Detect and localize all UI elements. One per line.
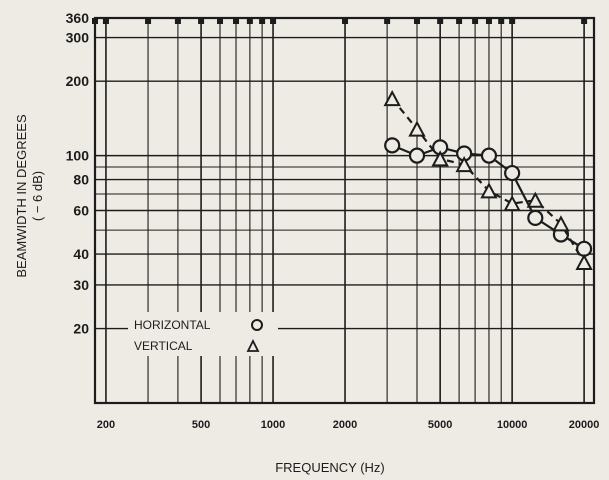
x-tick-label: 200 (97, 419, 115, 431)
x-tick-labels: 200 500 1000 2000 5000 10000 20000 (97, 419, 600, 431)
top-tick-mark (485, 18, 492, 24)
x-axis-title: FREQUENCY (Hz) (275, 460, 385, 475)
x-tick-label: 20000 (569, 419, 600, 431)
data-series (383, 90, 593, 270)
y-tick-label: 100 (66, 148, 90, 164)
top-tick-mark (92, 18, 98, 24)
y-tick-label: 300 (66, 30, 90, 46)
y-axis-title: BEAMWIDTH IN DEGREES (14, 114, 29, 278)
top-tick-mark (270, 18, 277, 24)
top-tick-mark (456, 18, 463, 24)
top-tick-mark (472, 18, 479, 24)
y-tick-label: 30 (73, 277, 89, 293)
legend: HORIZONTAL VERTICAL (128, 312, 278, 356)
top-tick-mark (102, 18, 109, 24)
vertical-data-point (383, 90, 401, 107)
vertical-data-point (408, 120, 426, 137)
top-tick-mark (259, 18, 266, 24)
y-tick-label: 360 (66, 10, 90, 26)
legend-marker-vertical (246, 338, 260, 352)
top-tick-mark (498, 18, 505, 24)
y-axis-subtitle: ( − 6 dB) (30, 171, 45, 221)
x-tick-label: 5000 (428, 419, 452, 431)
top-tick-mark (581, 18, 588, 24)
y-tick-label: 60 (73, 203, 89, 219)
y-tick-labels: 20 30 40 60 80 100 200 300 360 (66, 10, 90, 337)
y-tick-label: 40 (73, 246, 89, 262)
top-tick-mark (145, 18, 152, 24)
top-tick-mark (342, 18, 349, 24)
vertical-data-point (480, 182, 498, 199)
legend-label-vertical: VERTICAL (134, 339, 193, 353)
horizontal-data-point (527, 209, 544, 227)
horizontal-data-point (504, 164, 521, 182)
y-tick-label: 200 (66, 73, 90, 89)
vertical-data-point (575, 253, 593, 270)
top-tick-mark (217, 18, 224, 24)
x-tick-label: 2000 (333, 419, 357, 431)
vertical-data-point (503, 194, 521, 212)
horizontal-data-point (480, 147, 498, 164)
top-tick-mark (384, 18, 391, 24)
top-tick-mark (233, 18, 240, 24)
top-tick-mark (437, 18, 444, 24)
vertical-data-point (526, 191, 544, 208)
vertical-data-point (552, 215, 570, 232)
y-tick-label: 20 (73, 321, 89, 337)
x-tick-label: 500 (192, 419, 210, 431)
vertical-data-point (455, 155, 473, 173)
vertical-data-point (431, 150, 449, 167)
y-tick-label: 80 (73, 172, 89, 188)
horizontal-data-point (408, 147, 426, 164)
top-tick-mark (509, 18, 516, 24)
x-tick-label: 1000 (261, 419, 285, 431)
axis-titles: FREQUENCY (Hz) BEAMWIDTH IN DEGREES ( − … (14, 114, 385, 475)
x-tick-label: 10000 (497, 419, 528, 431)
horizontal-data-point (384, 137, 401, 154)
top-tick-mark (413, 18, 420, 24)
top-tick-mark (246, 18, 253, 24)
legend-marker-horizontal (251, 319, 263, 331)
legend-background (128, 312, 278, 356)
top-tick-mark (198, 18, 205, 24)
legend-label-horizontal: HORIZONTAL (134, 318, 211, 332)
top-tick-mark (174, 18, 181, 24)
